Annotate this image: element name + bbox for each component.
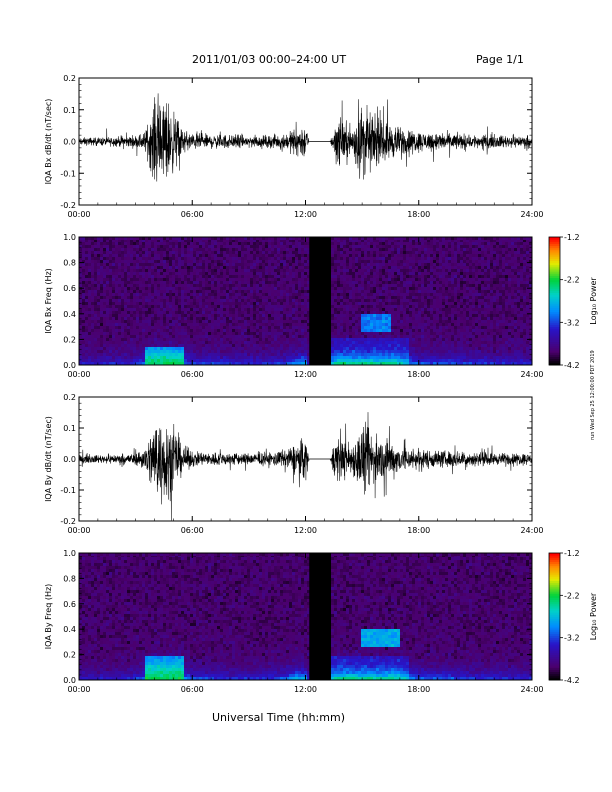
x-tick-label-2-1: 06:00 (181, 526, 204, 535)
y-tick-label-1-2: 0.4 (63, 310, 76, 319)
x-tick-label-1-0: 00:00 (67, 370, 90, 379)
y-tick-label-3-3: 0.6 (63, 600, 76, 609)
x-tick-label-2-4: 24:00 (520, 526, 543, 535)
y-axis-label-3: IQA By Freq (Hz) (44, 584, 53, 650)
colorbar-tick-label-1-3: -4.2 (564, 361, 580, 370)
y-tick-label-2-0: -0.2 (60, 517, 76, 526)
y-axis-label-1: IQA Bx Freq (Hz) (44, 268, 53, 334)
y-tick-label-0-0: -0.2 (60, 201, 76, 210)
y-axis-label-0: IQA Bx dB/dt (nT/sec) (44, 99, 53, 185)
y-tick-label-3-1: 0.2 (63, 651, 76, 660)
waveform-trace-2 (78, 412, 533, 521)
x-tick-label-1-1: 06:00 (181, 370, 204, 379)
y-tick-label-2-2: 0.0 (63, 455, 76, 464)
y-tick-label-1-0: 0.0 (63, 361, 76, 370)
colorbar-1: -1.2 -2.2 -3.2 -4.2 Log₁₀ Power (548, 233, 598, 370)
colorbar-tick-label-1-2: -3.2 (564, 318, 580, 327)
y-tick-label-0-2: 0.0 (63, 138, 76, 147)
y-tick-label-1-5: 1.0 (63, 233, 76, 242)
waveform-panel-2 (78, 396, 533, 522)
colorbar-3: -1.2 -2.2 -3.2 -4.2 Log₁₀ Power (548, 549, 598, 685)
x-tick-label-2-2: 12:00 (294, 526, 317, 535)
x-tick-label-1-2: 12:00 (294, 370, 317, 379)
spectrogram-panel-3 (78, 552, 533, 681)
x-tick-label-0-0: 00:00 (67, 210, 90, 219)
y-tick-label-3-5: 1.0 (63, 549, 76, 558)
y-tick-label-3-0: 0.0 (63, 676, 76, 685)
x-tick-label-3-0: 00:00 (67, 685, 90, 694)
x-tick-label-0-3: 18:00 (407, 210, 430, 219)
waveform-trace-0 (78, 93, 533, 182)
colorbar-tick-label-3-1: -2.2 (564, 591, 580, 600)
colorbar-label-3: Log₁₀ Power (589, 592, 598, 640)
colorbar-tick-label-3-2: -3.2 (564, 634, 580, 643)
y-tick-label-0-1: -0.1 (60, 169, 76, 178)
data-gap-block (309, 237, 331, 365)
colorbar-tick-label-1-1: -2.2 (564, 276, 580, 285)
y-axis-label-2: IQA By dB/dt (nT/sec) (44, 416, 53, 502)
x-tick-label-0-4: 24:00 (520, 210, 543, 219)
x-tick-label-2-3: 18:00 (407, 526, 430, 535)
x-tick-label-0-1: 06:00 (181, 210, 204, 219)
x-tick-label-1-4: 24:00 (520, 370, 543, 379)
data-gap-block (309, 553, 331, 680)
colorbar-tick-label-3-0: -1.2 (564, 549, 580, 558)
x-tick-label-3-1: 06:00 (181, 685, 204, 694)
colorbar-tick-label-3-3: -4.2 (564, 676, 580, 685)
waveform-panel-0 (78, 77, 533, 206)
y-tick-label-0-4: 0.2 (63, 74, 76, 83)
colorbar-frame (548, 552, 561, 681)
x-tick-label-1-3: 18:00 (407, 370, 430, 379)
x-tick-label-0-2: 12:00 (294, 210, 317, 219)
y-tick-label-2-3: 0.1 (63, 424, 76, 433)
x-tick-label-3-4: 24:00 (520, 685, 543, 694)
colorbar-tick-label-1-0: -1.2 (564, 233, 580, 242)
y-tick-label-0-3: 0.1 (63, 106, 76, 115)
colorbar-frame (548, 236, 561, 366)
y-tick-label-3-4: 0.8 (63, 574, 76, 583)
page-title: 2011/01/03 00:00–24:00 UT (192, 53, 347, 66)
page-number: Page 1/1 (476, 53, 524, 66)
y-tick-label-1-3: 0.6 (63, 284, 76, 293)
x-tick-label-2-0: 00:00 (67, 526, 90, 535)
y-tick-label-1-4: 0.8 (63, 259, 76, 268)
y-tick-label-2-1: -0.1 (60, 486, 76, 495)
x-tick-label-3-2: 12:00 (294, 685, 317, 694)
x-axis-label: Universal Time (hh:mm) (212, 711, 345, 724)
y-tick-label-3-2: 0.4 (63, 625, 76, 634)
colorbar-label-1: Log₁₀ Power (589, 277, 598, 325)
y-tick-label-1-1: 0.2 (63, 335, 76, 344)
y-tick-label-2-4: 0.2 (63, 393, 76, 402)
spectrogram-panel-1 (78, 236, 533, 366)
x-tick-label-3-3: 18:00 (407, 685, 430, 694)
